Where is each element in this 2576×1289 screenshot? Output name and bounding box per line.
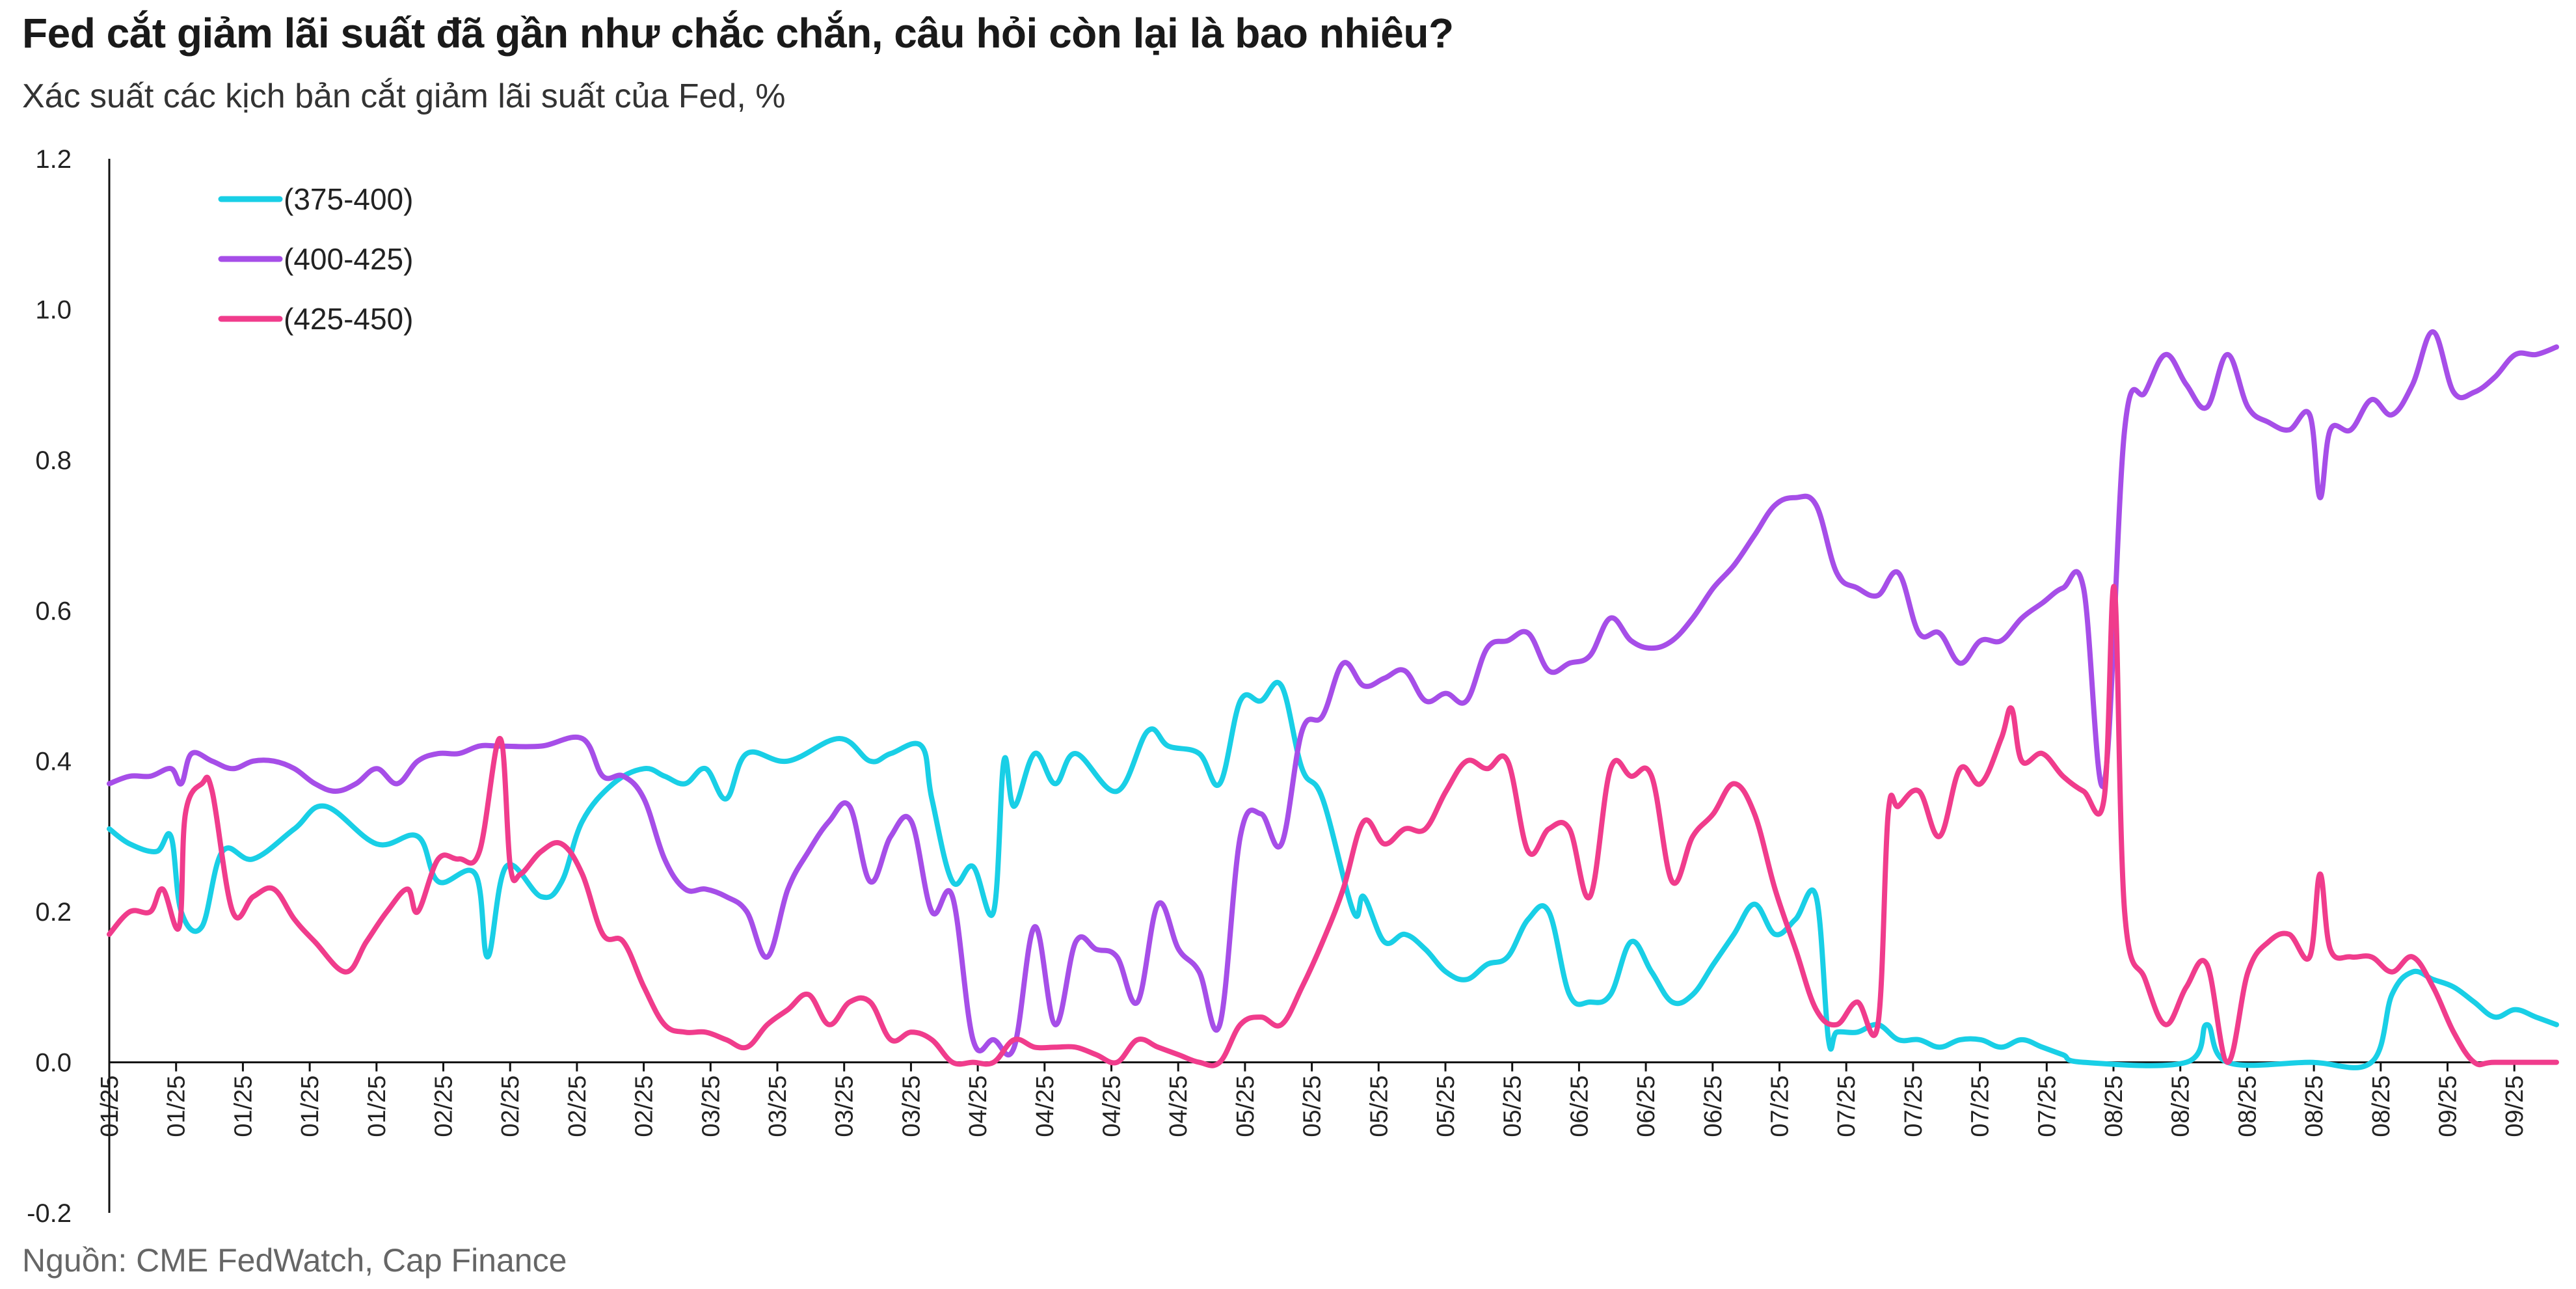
series-line-375-400 (107, 679, 2559, 1070)
x-tick-label: 03/25 (697, 1076, 725, 1137)
x-tick-label: 05/25 (1365, 1076, 1393, 1137)
line-chart: 1.21.00.80.60.40.20.0-0.2 01/25 01/25 01/2… (27, 145, 2559, 1228)
legend: (375-400) (400-425) (425-450) (218, 182, 413, 336)
chart-title: Fed cắt giảm lãi suất đã gần như chắc ch… (22, 10, 1454, 57)
y-tick-label: 0.6 (35, 597, 72, 625)
x-tick-label: 05/25 (1499, 1076, 1527, 1137)
x-tick-label: 07/25 (1833, 1076, 1860, 1137)
x-tick-label: 07/25 (1900, 1076, 1927, 1137)
x-tick-label: 02/25 (431, 1076, 458, 1137)
x-tick-label: 08/25 (2234, 1076, 2261, 1137)
x-tick-label: 01/25 (163, 1076, 191, 1137)
legend-label: (375-400) (284, 182, 413, 216)
y-tick-label: -0.2 (27, 1199, 72, 1228)
source-note: Nguồn: CME FedWatch, Cap Finance (22, 1242, 567, 1279)
x-tick-label: 01/25 (230, 1076, 257, 1137)
y-tick-label: 0.2 (35, 898, 72, 927)
legend-label: (400-425) (284, 242, 413, 276)
x-tick-label: 02/25 (631, 1076, 658, 1137)
x-tick-label: 06/25 (1700, 1076, 1727, 1137)
x-tick-label: 01/25 (96, 1076, 124, 1137)
chart-subtitle: Xác suất các kịch bản cắt giảm lãi suất … (22, 77, 786, 115)
y-tick-label: 0.0 (35, 1049, 72, 1078)
y-tick-label: 1.0 (35, 295, 72, 324)
x-tick-label: 08/25 (2100, 1076, 2128, 1137)
series-line-400-425 (107, 329, 2559, 1058)
x-tick-label: 08/25 (2301, 1076, 2328, 1137)
x-tick-label: 08/25 (2368, 1076, 2395, 1137)
x-tick-label: 01/25 (364, 1076, 391, 1137)
x-tick-label: 05/25 (1299, 1076, 1326, 1137)
x-tick-label: 07/25 (2033, 1076, 2061, 1137)
x-tick-label: 05/25 (1432, 1076, 1460, 1137)
x-tick-label: 04/25 (1099, 1076, 1126, 1137)
x-tick-label: 05/25 (1232, 1076, 1259, 1137)
series-line-425-450 (107, 584, 2559, 1068)
x-tick-label: 09/25 (2435, 1076, 2462, 1137)
x-tick-label: 01/25 (297, 1076, 324, 1137)
x-tick-label: 09/25 (2501, 1076, 2529, 1137)
x-tick-label: 03/25 (831, 1076, 859, 1137)
x-tick-label: 03/25 (898, 1076, 925, 1137)
y-tick-label: 0.8 (35, 446, 72, 475)
x-axis: 01/25 01/25 01/25 01/25 01/25 02/25 02/25 02/25… (96, 1061, 2556, 1137)
y-tick-label: 0.4 (35, 748, 72, 776)
y-tick-label: 1.2 (35, 145, 72, 174)
x-tick-label: 07/25 (1767, 1076, 1794, 1137)
x-tick-label: 04/25 (965, 1076, 992, 1137)
x-tick-label: 06/25 (1566, 1076, 1593, 1137)
x-tick-label: 04/25 (1165, 1076, 1192, 1137)
x-tick-label: 02/25 (564, 1076, 591, 1137)
x-tick-label: 03/25 (764, 1076, 792, 1137)
x-tick-label: 04/25 (1032, 1076, 1059, 1137)
y-axis: 1.2 1.0 0.8 0.6 0.4 0.2 0.0 -0.2 (27, 145, 111, 1228)
x-tick-label: 07/25 (1967, 1076, 1994, 1137)
x-tick-label: 02/25 (497, 1076, 524, 1137)
x-tick-label: 08/25 (2167, 1076, 2195, 1137)
x-tick-label: 06/25 (1633, 1076, 1660, 1137)
series-lines (107, 329, 2559, 1070)
legend-label: (425-450) (284, 302, 413, 336)
